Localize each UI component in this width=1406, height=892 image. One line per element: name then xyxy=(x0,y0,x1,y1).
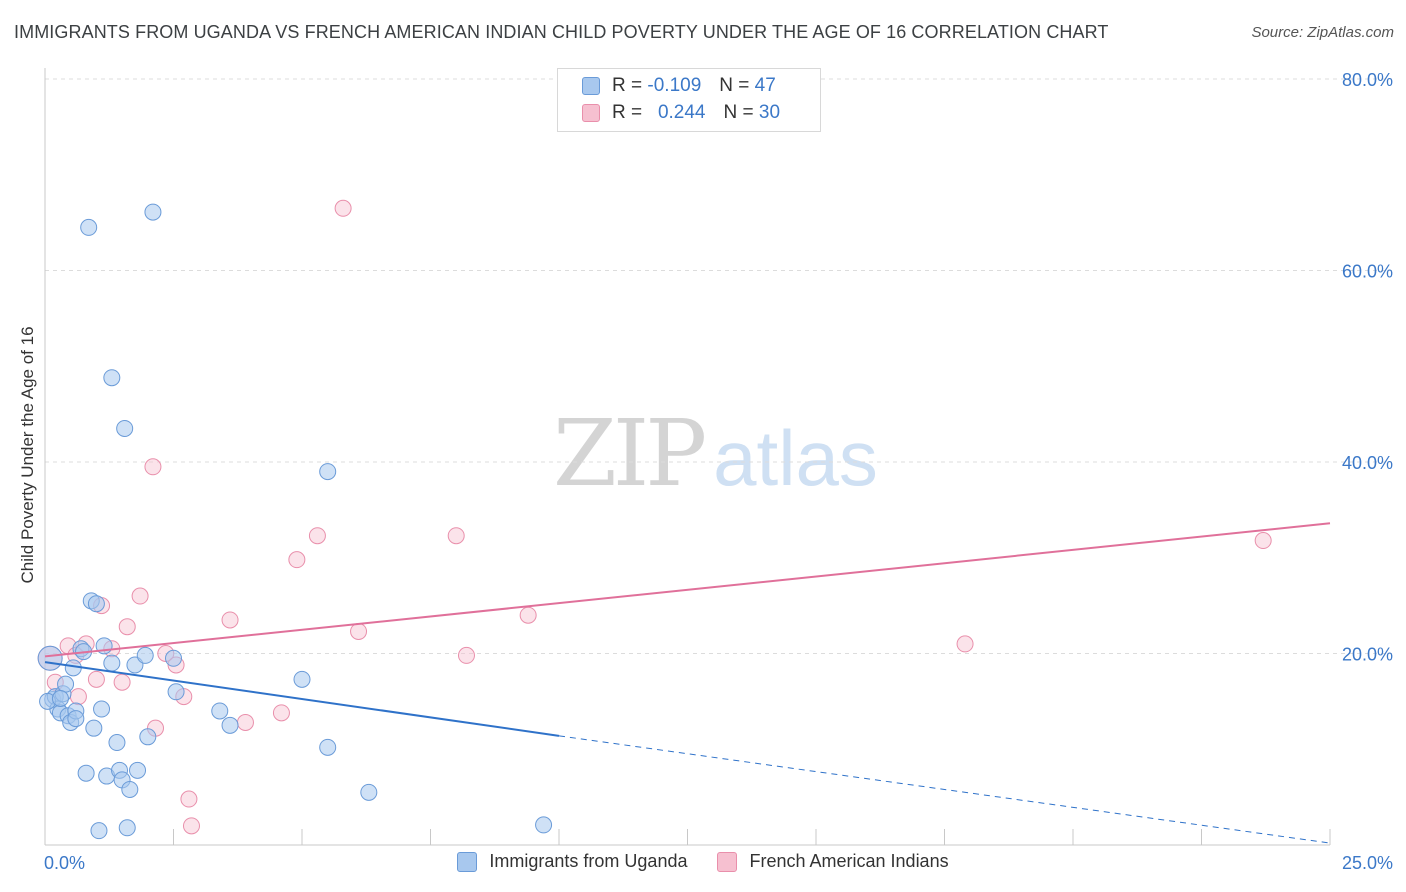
series-legend-french[interactable]: French American Indians xyxy=(717,851,949,872)
french-point-21 xyxy=(272,704,290,722)
y-tick-label-20: 20.0% xyxy=(1342,645,1393,665)
french-point-10 xyxy=(118,618,136,636)
french-point-18 xyxy=(182,817,200,835)
uganda-trend-line-extension xyxy=(558,735,1331,844)
french-point-25 xyxy=(350,622,368,640)
uganda-trend-line xyxy=(44,661,560,737)
uganda-point-39 xyxy=(293,670,311,688)
y-tick-label-80: 80.0% xyxy=(1342,70,1393,90)
uganda-point-16 xyxy=(85,719,103,737)
french-point-28 xyxy=(519,606,537,624)
uganda-point-36 xyxy=(167,683,185,701)
x-tick-label-start: 0.0% xyxy=(44,853,85,873)
french-point-9 xyxy=(113,673,131,691)
uganda-point-43 xyxy=(535,816,553,834)
uganda-point-19 xyxy=(93,700,111,718)
french-point-22 xyxy=(288,551,306,569)
legend-row-french: R = 0.244 N = 30 xyxy=(582,100,780,126)
source-label: Source: ZipAtlas.com xyxy=(1251,24,1394,41)
legend-n-value-uganda: 47 xyxy=(754,75,776,96)
french-trend-line xyxy=(44,522,1331,658)
uganda-point-32 xyxy=(136,646,154,664)
french-point-29 xyxy=(956,635,974,653)
french-point-26 xyxy=(447,527,465,545)
uganda-point-24 xyxy=(108,734,126,752)
uganda-point-35 xyxy=(165,649,182,667)
uganda-point-33 xyxy=(139,728,157,746)
french-point-24 xyxy=(334,199,352,217)
uganda-point-18 xyxy=(90,822,108,840)
uganda-point-40 xyxy=(319,463,337,481)
french-point-4 xyxy=(69,688,87,706)
legend-r-label-french: R = xyxy=(612,102,643,123)
french-point-12 xyxy=(144,458,162,476)
uganda-point-34 xyxy=(144,203,162,221)
uganda-point-13 xyxy=(77,764,95,782)
series-swatch-uganda xyxy=(457,851,478,872)
watermark: ZIP atlas xyxy=(553,400,878,507)
legend-swatch-uganda xyxy=(582,77,600,95)
legend-n-label-french: N = xyxy=(723,102,754,123)
uganda-point-38 xyxy=(221,716,239,734)
legend-row-uganda: R = -0.109 N = 47 xyxy=(582,73,776,99)
series-swatch-french xyxy=(717,851,738,872)
legend-r-value-uganda: -0.109 xyxy=(647,75,702,96)
french-point-19 xyxy=(221,611,239,629)
uganda-point-31 xyxy=(129,761,147,779)
watermark-zip: ZIP xyxy=(553,400,707,507)
legend-n-value-french: 30 xyxy=(758,102,781,123)
series-legend: Immigrants from Uganda French American I… xyxy=(0,851,1406,872)
legend-swatch-french xyxy=(582,104,600,122)
watermark-atlas: atlas xyxy=(713,414,878,502)
french-point-23 xyxy=(308,527,326,545)
uganda-point-46 xyxy=(67,710,85,728)
x-tick-label-end: 25.0% xyxy=(1342,853,1393,873)
y-tick-label-40: 40.0% xyxy=(1342,453,1393,473)
uganda-point-0 xyxy=(37,645,63,671)
uganda-point-23 xyxy=(103,369,121,387)
uganda-point-6 xyxy=(57,675,75,693)
uganda-point-27 xyxy=(116,419,134,437)
uganda-point-28 xyxy=(118,819,136,837)
french-point-27 xyxy=(457,646,475,664)
uganda-point-45 xyxy=(51,690,69,708)
french-point-11 xyxy=(131,587,149,605)
series-label-uganda: Immigrants from Uganda xyxy=(489,851,688,871)
french-point-17 xyxy=(180,790,198,808)
series-label-french: French American Indians xyxy=(749,851,949,871)
correlation-legend: R = -0.109 N = 47 R = 0.244 N = 30 xyxy=(557,68,821,132)
uganda-point-42 xyxy=(360,783,378,801)
y-tick-label-60: 60.0% xyxy=(1342,262,1393,282)
uganda-point-41 xyxy=(319,738,337,756)
legend-n-label-uganda: N = xyxy=(719,75,750,96)
uganda-point-22 xyxy=(103,654,121,672)
chart-title: IMMIGRANTS FROM UGANDA VS FRENCH AMERICA… xyxy=(14,22,1109,42)
uganda-point-17 xyxy=(87,595,105,613)
french-point-6 xyxy=(87,670,105,688)
series-legend-uganda[interactable]: Immigrants from Uganda xyxy=(457,851,687,872)
legend-r-value-french: 0.244 xyxy=(657,102,706,123)
french-point-20 xyxy=(236,713,254,731)
uganda-point-14 xyxy=(80,218,98,236)
legend-r-label-uganda: R = xyxy=(612,75,643,96)
french-point-30 xyxy=(1254,532,1272,550)
uganda-point-37 xyxy=(211,702,229,720)
uganda-point-29 xyxy=(121,780,139,798)
